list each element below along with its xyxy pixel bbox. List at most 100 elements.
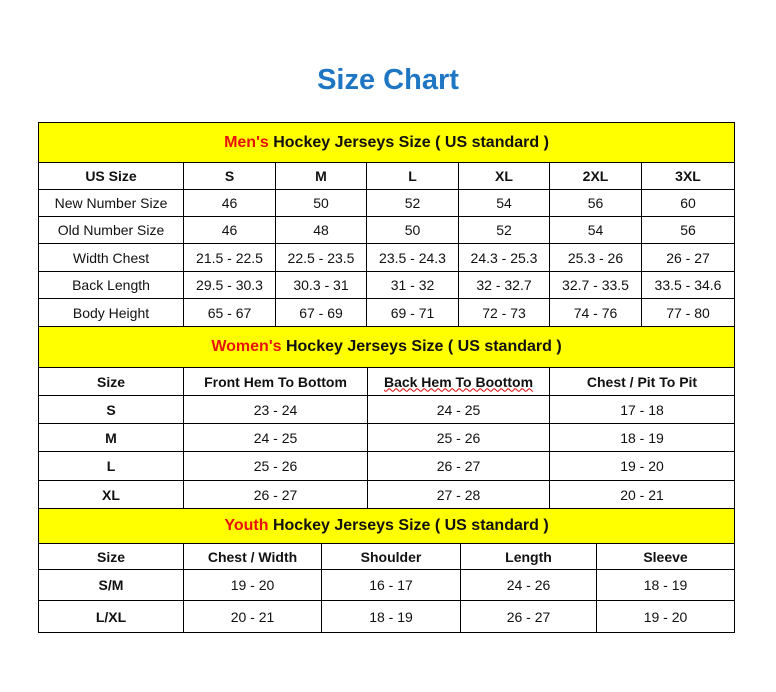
table-cell: 25 - 26 <box>183 451 368 481</box>
table-cell: 32 - 32.7 <box>458 271 550 299</box>
row-label: Width Chest <box>38 243 184 272</box>
column-header-label: 2XL <box>582 168 609 184</box>
table-row: Width Chest 21.5 - 22.5 22.5 - 23.5 23.5 - … <box>38 243 735 272</box>
table-cell: 67 - 69 <box>275 298 367 327</box>
table-row: Body Height 65 - 67 67 - 69 69 - 71 72 - 73 7… <box>38 298 735 327</box>
table-cell: 48 <box>275 216 367 244</box>
mens-highlight: Men's <box>224 133 269 151</box>
row-label: Old Number Size <box>38 216 184 244</box>
youth-highlight: Youth <box>224 517 269 534</box>
table-cell: 60 <box>641 189 735 217</box>
table-cell: 23.5 - 24.3 <box>366 243 459 272</box>
table-cell: 50 <box>275 189 367 217</box>
table-cell: 16 - 17 <box>321 569 461 601</box>
table-cell: 72 - 73 <box>458 298 550 327</box>
column-header: Front Hem To Bottom <box>183 367 368 396</box>
table-cell: 32.7 - 33.5 <box>549 271 642 299</box>
row-label: Back Length <box>38 271 184 299</box>
column-header-label: Size <box>96 548 125 565</box>
table-row: Old Number Size 46 48 50 52 54 56 <box>38 216 735 244</box>
table-cell: 29.5 - 30.3 <box>183 271 276 299</box>
column-header-label: L <box>408 168 417 184</box>
table-cell: 24.3 - 25.3 <box>458 243 550 272</box>
table-cell: 46 <box>183 189 276 217</box>
table-cell: 24 - 26 <box>460 569 597 601</box>
table-cell: 65 - 67 <box>183 298 276 327</box>
table-cell: 31 - 32 <box>366 271 459 299</box>
womens-size-table: Women's Hockey Jerseys Size ( US standar… <box>38 326 735 509</box>
table-row: Back Length 29.5 - 30.3 30.3 - 31 31 - 32 32… <box>38 271 735 299</box>
column-header-label: M <box>315 168 327 184</box>
column-header-row: Size Chest / Width Shoulder Length Sleeve <box>38 543 736 570</box>
table-row: New Number Size 46 50 52 54 56 60 <box>38 189 735 217</box>
column-header: L <box>366 162 459 190</box>
column-header: Chest / Pit To Pit <box>549 367 735 396</box>
table-cell: 77 - 80 <box>641 298 735 327</box>
column-header: 3XL <box>641 162 735 190</box>
table-cell: 26 - 27 <box>367 451 550 481</box>
column-header-label: Shoulder <box>360 548 422 565</box>
column-header-label: XL <box>495 168 513 184</box>
row-label: XL <box>38 480 184 509</box>
column-header: S <box>183 162 276 190</box>
table-row: L 25 - 26 26 - 27 19 - 20 <box>38 451 735 481</box>
table-cell: 25 - 26 <box>367 423 550 452</box>
column-header: Chest / Width <box>183 543 322 570</box>
column-header-label: Chest / Pit To Pit <box>586 373 698 390</box>
table-cell: 18 - 19 <box>321 600 461 633</box>
table-cell: 26 - 27 <box>460 600 597 633</box>
table-row: L/XL 20 - 21 18 - 19 26 - 27 19 - 20 <box>38 600 736 633</box>
table-cell: 25.3 - 26 <box>549 243 642 272</box>
column-header: Shoulder <box>321 543 461 570</box>
table-cell: 21.5 - 22.5 <box>183 243 276 272</box>
table-cell: 20 - 21 <box>183 600 322 633</box>
row-label: New Number Size <box>38 189 184 217</box>
column-header: Size <box>38 367 184 396</box>
table-row: S/M 19 - 20 16 - 17 24 - 26 18 - 19 <box>38 569 736 601</box>
row-label: S/M <box>38 569 184 601</box>
table-cell: 26 - 27 <box>641 243 735 272</box>
mens-section-heading: Men's Hockey Jerseys Size ( US standard … <box>38 122 735 163</box>
table-cell: 33.5 - 34.6 <box>641 271 735 299</box>
column-header: XL <box>458 162 550 190</box>
column-header: M <box>275 162 367 190</box>
table-cell: 23 - 24 <box>183 395 368 424</box>
table-cell: 52 <box>458 216 550 244</box>
table-cell: 56 <box>641 216 735 244</box>
table-cell: 27 - 28 <box>367 480 550 509</box>
youth-heading-text: Hockey Jerseys Size ( US standard ) <box>268 517 549 534</box>
table-cell: 50 <box>366 216 459 244</box>
column-header-label: Back Hem To Boottom <box>383 373 534 390</box>
column-header-label: Sleeve <box>643 548 688 565</box>
row-label: M <box>38 423 184 452</box>
column-header: Length <box>460 543 597 570</box>
table-cell: 74 - 76 <box>549 298 642 327</box>
table-cell: 54 <box>458 189 550 217</box>
table-row: S 23 - 24 24 - 25 17 - 18 <box>38 395 735 424</box>
table-cell: 69 - 71 <box>366 298 459 327</box>
table-cell: 18 - 19 <box>595 569 736 601</box>
table-row: XL 26 - 27 27 - 28 20 - 21 <box>38 480 735 509</box>
table-cell: 18 - 19 <box>549 423 735 452</box>
table-cell: 46 <box>183 216 276 244</box>
column-header: US Size <box>38 162 184 190</box>
column-header: Sleeve <box>595 543 736 570</box>
table-cell: 24 - 25 <box>367 395 550 424</box>
table-cell: 26 - 27 <box>183 480 368 509</box>
column-header: 2XL <box>549 162 642 190</box>
table-cell: 24 - 25 <box>183 423 368 452</box>
column-header-label: 3XL <box>675 168 701 184</box>
table-cell: 30.3 - 31 <box>275 271 367 299</box>
youth-section-heading: Youth Hockey Jerseys Size ( US standard … <box>37 508 736 544</box>
column-header: Back Hem To Boottom <box>367 367 550 396</box>
table-cell: 56 <box>549 189 642 217</box>
page-title: Size Chart <box>317 64 459 96</box>
row-label: S <box>38 395 184 424</box>
column-header: Size <box>38 543 184 570</box>
column-header-label: Front Hem To Bottom <box>204 373 347 390</box>
table-cell: 19 - 20 <box>183 569 322 601</box>
table-cell: 19 - 20 <box>595 600 736 633</box>
womens-highlight: Women's <box>211 338 282 355</box>
column-header-label: Size <box>96 373 125 390</box>
column-header-row: US Size S M L XL 2XL 3XL <box>38 162 735 190</box>
